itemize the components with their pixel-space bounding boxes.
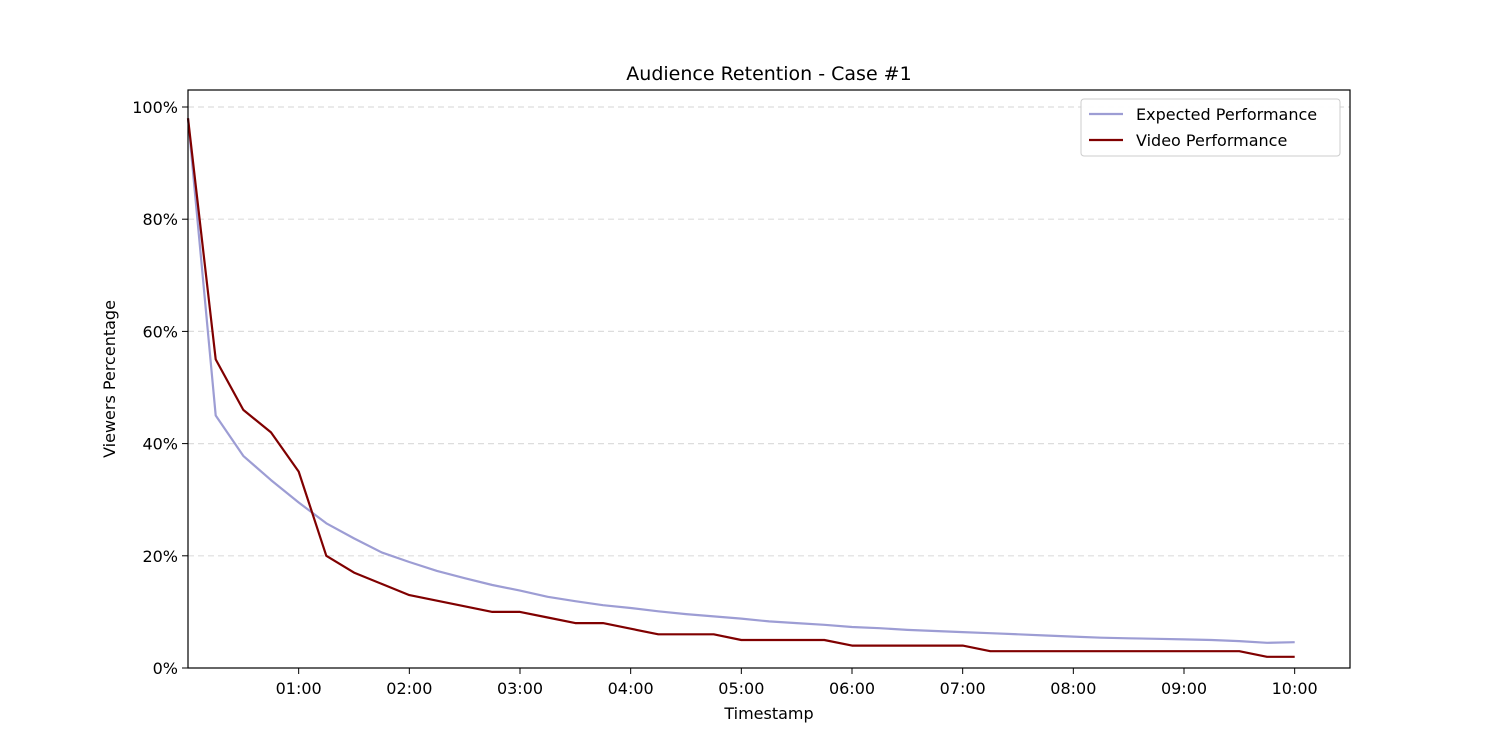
series-lines (186, 118, 1295, 658)
x-axis-title: Timestamp (723, 704, 813, 723)
x-tick-label: 09:00 (1161, 679, 1207, 698)
legend-box (1080, 98, 1341, 157)
x-tick-label: 06:00 (829, 679, 875, 698)
x-tick-label: 04:00 (608, 679, 654, 698)
plot-frame (187, 89, 1351, 669)
chart-title: Audience Retention - Case #1 (626, 63, 911, 85)
grid-lines (188, 106, 1350, 557)
x-tick-label: 05:00 (718, 679, 764, 698)
y-tick-label: 60% (142, 322, 178, 341)
x-tick-label: 01:00 (276, 679, 322, 698)
y-tick-label: 0% (153, 659, 178, 678)
legend-label: Video Performance (1136, 131, 1287, 150)
y-tick-label: 80% (142, 210, 178, 229)
x-tick-label: 08:00 (1050, 679, 1096, 698)
x-axis: 01:00 02:00 03:00 04:00 05:00 06:00 07:00 08:00… (276, 668, 1318, 698)
y-axis-title: Viewers Percentage (100, 300, 119, 458)
x-tick-label: 10:00 (1272, 679, 1318, 698)
series-line-video (186, 118, 1295, 658)
y-tick-label: 40% (142, 435, 178, 454)
y-tick-label: 20% (142, 547, 178, 566)
x-tick-label: 02:00 (386, 679, 432, 698)
legend: Expected Performance Video Performance (1080, 98, 1341, 157)
series-line-expected (186, 118, 1295, 644)
x-tick-label: 03:00 (497, 679, 543, 698)
legend-label: Expected Performance (1136, 105, 1317, 124)
y-tick-label: 100% (132, 98, 178, 117)
x-tick-label: 07:00 (940, 679, 986, 698)
y-axis: 0% 20% 40% 60% 80% 100% (132, 98, 188, 678)
